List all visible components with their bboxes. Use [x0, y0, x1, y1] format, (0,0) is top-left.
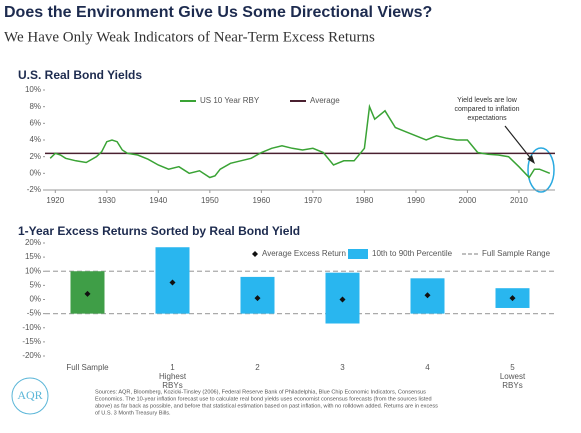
sources: Sources: AQR, Bloomberg, Kozicki-Tinsley… — [95, 389, 426, 395]
legend-label: Average Excess Return — [262, 249, 346, 258]
sources: Economics. The 10-year inflation forecas… — [95, 396, 432, 402]
x-tick-label: 2000 — [459, 196, 477, 205]
annotation: compared to inflation — [455, 106, 520, 113]
y-tick-label: -10% — [22, 323, 41, 332]
x-tick-label: 1940 — [149, 196, 167, 205]
highlight-circle — [527, 147, 555, 193]
x-tick-label: 1950 — [201, 196, 219, 205]
y-tick-label: 2% — [29, 152, 41, 161]
y-tick-label: 6% — [29, 118, 41, 127]
average-marker — [509, 295, 516, 302]
chart-title: 1-Year Excess Returns Sorted by Real Bon… — [18, 224, 300, 238]
y-tick-label: -20% — [22, 351, 41, 360]
yield-line — [49, 103, 551, 179]
y-tick-label: -15% — [22, 337, 41, 346]
average-marker — [424, 292, 431, 299]
legend-label: Full Sample Range — [482, 249, 551, 258]
legend-swatch — [348, 249, 368, 259]
slide-subtitle: We Have Only Weak Indicators of Near-Ter… — [4, 29, 375, 45]
y-tick-label: 10% — [25, 266, 41, 275]
x-tick-label: 1960 — [252, 196, 270, 205]
y-tick-label: 0% — [29, 168, 41, 177]
y-tick-label: 4% — [29, 135, 41, 144]
x-tick-label: 2010 — [510, 196, 528, 205]
y-tick-label: -2% — [27, 185, 41, 194]
y-tick-label: 20% — [25, 238, 41, 247]
average-marker — [254, 295, 261, 302]
average-marker — [169, 279, 176, 286]
average-marker — [339, 296, 346, 303]
sources: above) as far back as possible, and befo… — [95, 403, 438, 409]
average-marker — [84, 290, 91, 297]
x-tick-label: 1970 — [304, 196, 322, 205]
x-tick-label: 2 — [255, 363, 260, 372]
x-tick-label: 4 — [425, 363, 430, 372]
y-tick-label: 8% — [29, 102, 41, 111]
legend-swatch — [252, 251, 258, 257]
x-tick-label: 1930 — [98, 196, 116, 205]
sources: of U.S. 3 Month Treasury Bills. — [95, 410, 171, 416]
legend-label: US 10 Year RBY — [200, 96, 260, 105]
arrow-head — [527, 155, 535, 164]
x-tick-label: 3 — [340, 363, 345, 372]
x-tick-label: 1980 — [355, 196, 373, 205]
arrow — [504, 125, 533, 161]
y-tick-label: 10% — [25, 85, 41, 94]
x-tick-label: 1920 — [46, 196, 64, 205]
y-tick-label: 0% — [29, 295, 41, 304]
x-tick-label: Full Sample — [66, 363, 109, 372]
y-tick-label: -5% — [27, 309, 41, 318]
annotation: Yield levels are low — [457, 97, 518, 104]
annotation: expectations — [467, 115, 507, 122]
x-tick-label: 5 Lowest RBYs — [500, 363, 526, 390]
legend-label: Average — [310, 96, 340, 105]
y-tick-label: 15% — [25, 252, 41, 261]
slide-title: Does the Environment Give Us Some Direct… — [4, 4, 432, 21]
y-tick-label: 5% — [29, 280, 41, 289]
x-tick-label: 1990 — [407, 196, 425, 205]
logo-ring — [11, 377, 49, 415]
logo: AQR — [17, 388, 42, 402]
chart-title: U.S. Real Bond Yields — [18, 68, 142, 82]
legend-label: 10th to 90th Percentile — [372, 249, 453, 258]
x-tick-label: 1 Highest RBYs — [159, 363, 187, 390]
